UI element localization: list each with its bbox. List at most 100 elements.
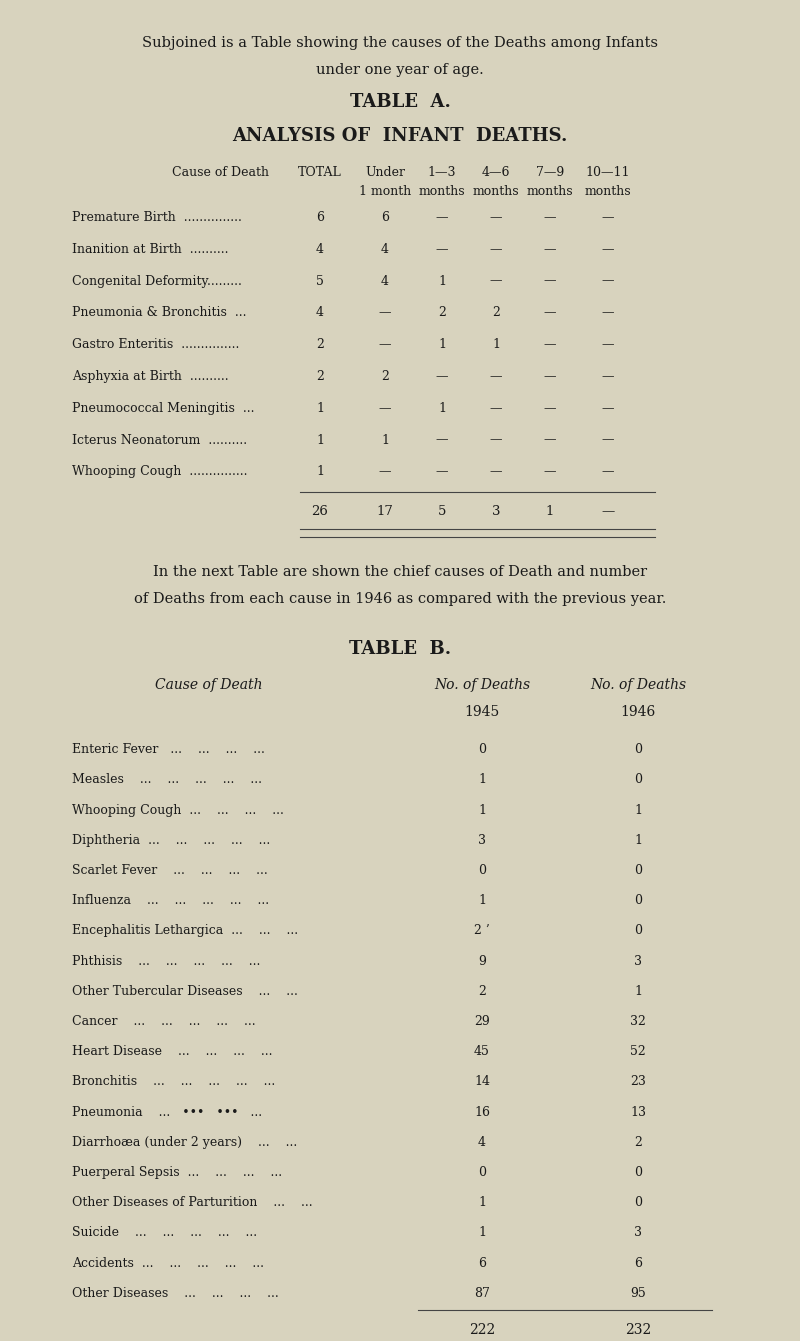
Text: Heart Disease    ...    ...    ...    ...: Heart Disease ... ... ... ... — [72, 1045, 273, 1058]
Text: —: — — [602, 402, 614, 414]
Text: —: — — [602, 211, 614, 224]
Text: —: — — [544, 338, 556, 351]
Text: Cancer    ...    ...    ...    ...    ...: Cancer ... ... ... ... ... — [72, 1015, 256, 1029]
Text: —: — — [490, 465, 502, 479]
Text: —: — — [544, 275, 556, 287]
Text: Suicide    ...    ...    ...    ...    ...: Suicide ... ... ... ... ... — [72, 1227, 257, 1239]
Text: 1: 1 — [634, 984, 642, 998]
Text: Under: Under — [365, 166, 405, 178]
Text: 1945: 1945 — [464, 705, 500, 719]
Text: Influenza    ...    ...    ...    ...    ...: Influenza ... ... ... ... ... — [72, 894, 269, 908]
Text: 1 month: 1 month — [359, 185, 411, 198]
Text: —: — — [378, 402, 391, 414]
Text: Pneumonia & Bronchitis  ...: Pneumonia & Bronchitis ... — [72, 306, 246, 319]
Text: —: — — [544, 433, 556, 447]
Text: 1: 1 — [316, 465, 324, 479]
Text: —: — — [602, 338, 614, 351]
Text: 3: 3 — [634, 1227, 642, 1239]
Text: —: — — [544, 370, 556, 384]
Text: Enteric Fever   ...    ...    ...    ...: Enteric Fever ... ... ... ... — [72, 743, 265, 756]
Text: 13: 13 — [630, 1105, 646, 1118]
Text: 4: 4 — [381, 275, 389, 287]
Text: 87: 87 — [474, 1287, 490, 1299]
Text: 6: 6 — [381, 211, 389, 224]
Text: —: — — [436, 211, 448, 224]
Text: Other Diseases    ...    ...    ...    ...: Other Diseases ... ... ... ... — [72, 1287, 278, 1299]
Text: 32: 32 — [630, 1015, 646, 1029]
Text: 0: 0 — [634, 743, 642, 756]
Text: Scarlet Fever    ...    ...    ...    ...: Scarlet Fever ... ... ... ... — [72, 864, 268, 877]
Text: 14: 14 — [474, 1075, 490, 1089]
Text: —: — — [602, 506, 614, 518]
Text: Congenital Deformity.........: Congenital Deformity......... — [72, 275, 242, 287]
Text: Diarrhoæa (under 2 years)    ...    ...: Diarrhoæa (under 2 years) ... ... — [72, 1136, 298, 1149]
Text: 2: 2 — [478, 984, 486, 998]
Text: 1: 1 — [316, 402, 324, 414]
Text: 1: 1 — [478, 1227, 486, 1239]
Text: 1: 1 — [478, 774, 486, 786]
Text: under one year of age.: under one year of age. — [316, 63, 484, 76]
Text: —: — — [490, 402, 502, 414]
Text: 1: 1 — [492, 338, 500, 351]
Text: 2: 2 — [492, 306, 500, 319]
Text: 2: 2 — [381, 370, 389, 384]
Text: Asphyxia at Birth  ..........: Asphyxia at Birth .......... — [72, 370, 229, 384]
Text: 45: 45 — [474, 1045, 490, 1058]
Text: —: — — [490, 211, 502, 224]
Text: 1: 1 — [438, 338, 446, 351]
Text: 1: 1 — [546, 506, 554, 518]
Text: Pneumococcal Meningitis  ...: Pneumococcal Meningitis ... — [72, 402, 254, 414]
Text: 4: 4 — [381, 243, 389, 256]
Text: 26: 26 — [311, 506, 329, 518]
Text: 6: 6 — [316, 211, 324, 224]
Text: 1: 1 — [634, 834, 642, 846]
Text: No. of Deaths: No. of Deaths — [590, 679, 686, 692]
Text: —: — — [378, 338, 391, 351]
Text: Puerperal Sepsis  ...    ...    ...    ...: Puerperal Sepsis ... ... ... ... — [72, 1167, 282, 1179]
Text: —: — — [544, 306, 556, 319]
Text: 0: 0 — [634, 864, 642, 877]
Text: Inanition at Birth  ..........: Inanition at Birth .......... — [72, 243, 229, 256]
Text: 5: 5 — [316, 275, 324, 287]
Text: Other Tubercular Diseases    ...    ...: Other Tubercular Diseases ... ... — [72, 984, 298, 998]
Text: 1: 1 — [634, 803, 642, 817]
Text: Gastro Enteritis  ...............: Gastro Enteritis ............... — [72, 338, 239, 351]
Text: 4: 4 — [316, 243, 324, 256]
Text: 0: 0 — [634, 924, 642, 937]
Text: Premature Birth  ...............: Premature Birth ............... — [72, 211, 242, 224]
Text: 1: 1 — [478, 1196, 486, 1210]
Text: 0: 0 — [478, 743, 486, 756]
Text: 10—11: 10—11 — [586, 166, 630, 178]
Text: —: — — [602, 433, 614, 447]
Text: 3: 3 — [634, 955, 642, 968]
Text: —: — — [436, 433, 448, 447]
Text: —: — — [378, 306, 391, 319]
Text: —: — — [490, 243, 502, 256]
Text: 29: 29 — [474, 1015, 490, 1029]
Text: —: — — [544, 465, 556, 479]
Text: —: — — [602, 275, 614, 287]
Text: 5: 5 — [438, 506, 446, 518]
Text: months: months — [585, 185, 631, 198]
Text: 3: 3 — [478, 834, 486, 846]
Text: Whooping Cough  ...    ...    ...    ...: Whooping Cough ... ... ... ... — [72, 803, 284, 817]
Text: 1: 1 — [478, 803, 486, 817]
Text: —: — — [544, 402, 556, 414]
Text: Other Diseases of Parturition    ...    ...: Other Diseases of Parturition ... ... — [72, 1196, 313, 1210]
Text: 7—9: 7—9 — [536, 166, 564, 178]
Text: —: — — [544, 243, 556, 256]
Text: Cause of Death: Cause of Death — [155, 679, 262, 692]
Text: 52: 52 — [630, 1045, 646, 1058]
Text: —: — — [490, 370, 502, 384]
Text: 0: 0 — [478, 864, 486, 877]
Text: 0: 0 — [634, 774, 642, 786]
Text: months: months — [526, 185, 574, 198]
Text: 4: 4 — [478, 1136, 486, 1149]
Text: ANALYSIS OF  INFANT  DEATHS.: ANALYSIS OF INFANT DEATHS. — [232, 127, 568, 145]
Text: 16: 16 — [474, 1105, 490, 1118]
Text: 2: 2 — [316, 338, 324, 351]
Text: of Deaths from each cause in 1946 as compared with the previous year.: of Deaths from each cause in 1946 as com… — [134, 593, 666, 606]
Text: 1: 1 — [438, 402, 446, 414]
Text: —: — — [544, 211, 556, 224]
Text: 9: 9 — [478, 955, 486, 968]
